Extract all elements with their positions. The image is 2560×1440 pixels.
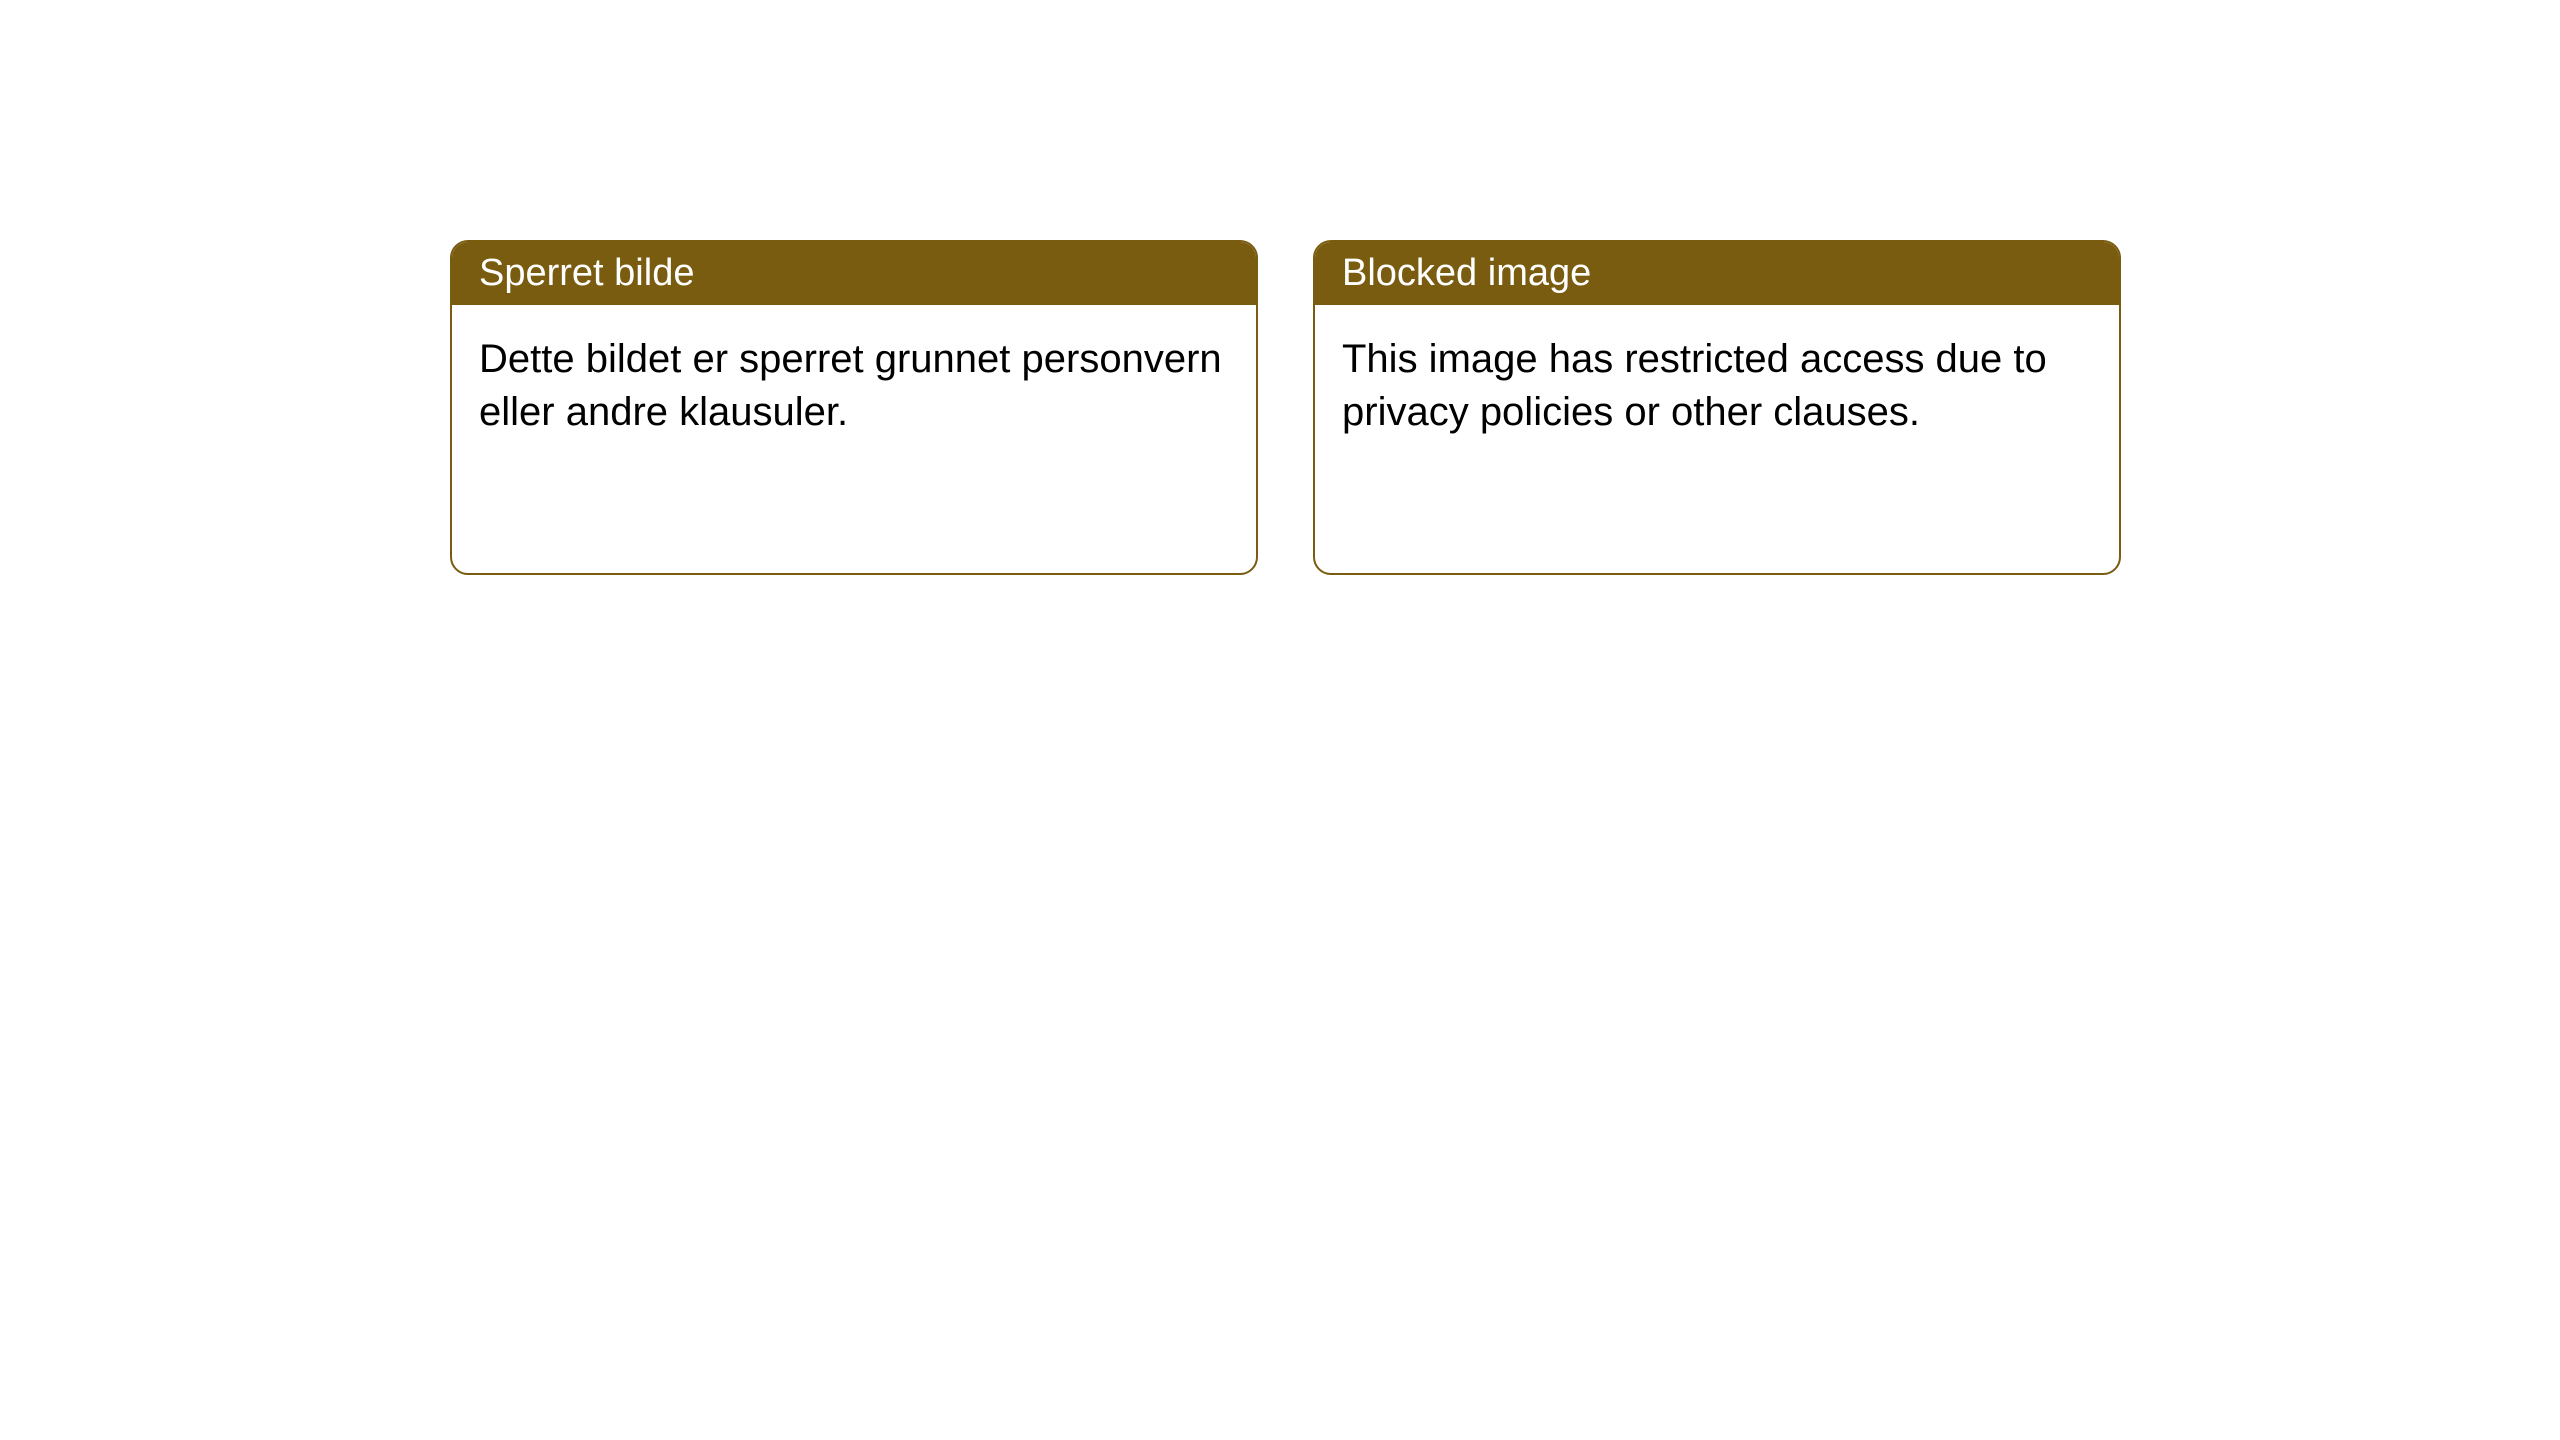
notice-container: Sperret bilde Dette bildet er sperret gr… xyxy=(450,240,2121,575)
notice-body-english: This image has restricted access due to … xyxy=(1315,305,2119,467)
notice-header-english: Blocked image xyxy=(1315,242,2119,305)
notice-body-norwegian: Dette bildet er sperret grunnet personve… xyxy=(452,305,1256,467)
notice-box-norwegian: Sperret bilde Dette bildet er sperret gr… xyxy=(450,240,1258,575)
notice-header-norwegian: Sperret bilde xyxy=(452,242,1256,305)
notice-box-english: Blocked image This image has restricted … xyxy=(1313,240,2121,575)
